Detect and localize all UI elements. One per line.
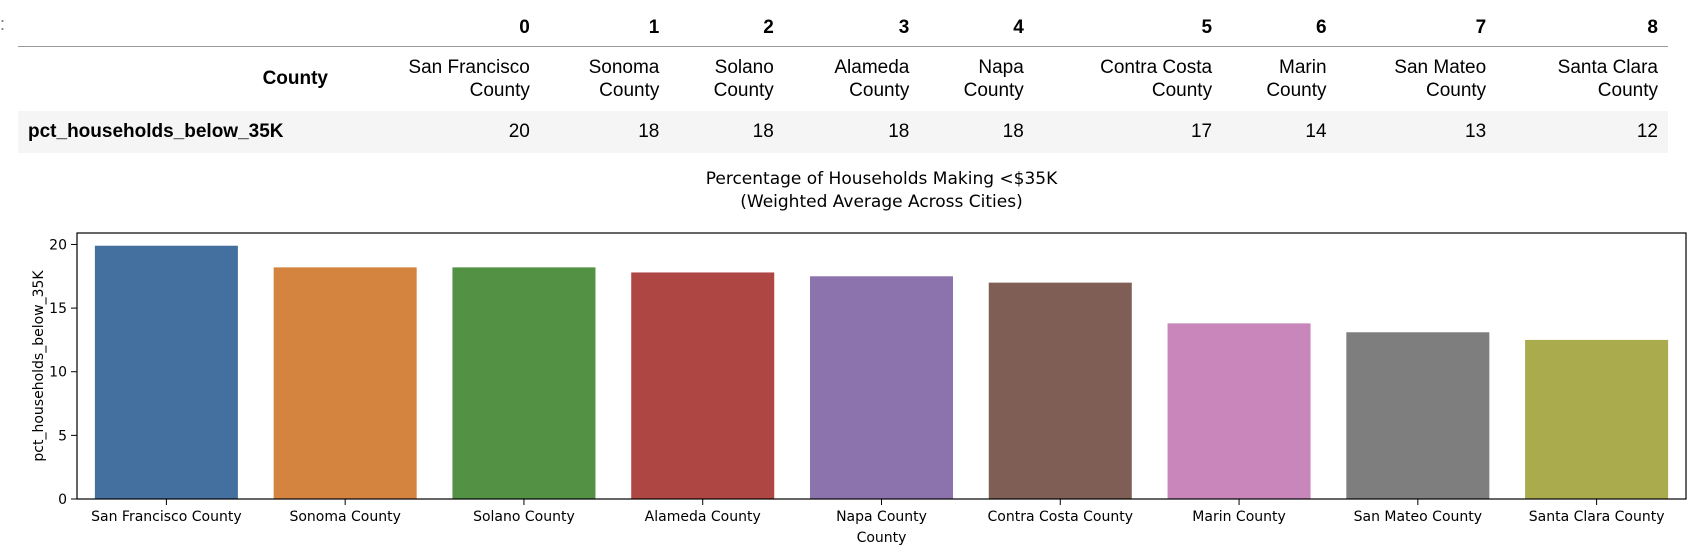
value-cell: 18 (888, 121, 910, 142)
bar-chart: 0 5 10 15 20 San Francisco County Sonoma Count… (31, 170, 1687, 546)
value-cell: 20 (508, 121, 530, 142)
county-cell: Alameda County (834, 57, 910, 101)
corner-header (18, 10, 338, 47)
x-tick-label: Napa County (836, 509, 927, 525)
county-cell: Contra Costa County (1100, 57, 1213, 101)
value-row: pct_households_below_35K 20 18 18 18 18 … (18, 111, 1668, 153)
bar (273, 267, 417, 499)
column-index-header: 6 (1222, 10, 1337, 47)
chart-title: Percentage of Households Making <$35K (706, 170, 1058, 189)
bar (94, 245, 238, 499)
row-label-county: County (262, 68, 328, 89)
column-header-row: 0 1 2 3 4 5 6 7 8 (18, 10, 1668, 47)
county-cell: Napa County (963, 57, 1024, 101)
value-cell: 18 (638, 121, 660, 142)
dataframe-table: 0 1 2 3 4 5 6 7 8 County San Francisco Co… (18, 10, 1668, 153)
column-index-header: 1 (539, 10, 670, 47)
county-cell: San Francisco County (408, 57, 530, 101)
county-cell: Sonoma County (588, 57, 660, 101)
x-tick-label: Santa Clara County (1529, 509, 1665, 525)
value-cell: 18 (1002, 121, 1024, 142)
bar (1525, 339, 1669, 499)
column-index-header: 7 (1336, 10, 1497, 47)
x-axis-label: County (857, 530, 907, 546)
county-row: County San Francisco County Sonoma County … (18, 47, 1668, 112)
chart-title: (Weighted Average Across Cities) (740, 192, 1022, 212)
bar (809, 276, 954, 499)
x-tick-label: Marin County (1192, 509, 1286, 525)
column-index-header: 0 (338, 10, 540, 47)
county-cell: San Mateo County (1394, 57, 1487, 101)
bar (1346, 332, 1490, 499)
column-index-header: 2 (669, 10, 784, 47)
x-tick-label: San Mateo County (1354, 509, 1482, 525)
y-axis-label: pct_households_below_35K (31, 270, 47, 462)
y-tick-label: 20 (49, 237, 67, 253)
bar (988, 282, 1132, 499)
y-tick-label: 15 (49, 301, 67, 317)
value-cell: 17 (1190, 121, 1213, 142)
x-tick-label: Sonoma County (289, 509, 400, 525)
y-tick-label: 0 (58, 492, 67, 508)
bar (452, 267, 596, 499)
county-cell: Marin County (1266, 57, 1327, 101)
y-tick-label: 10 (49, 365, 67, 381)
x-tick-label: Alameda County (645, 509, 761, 525)
bar (1167, 323, 1311, 499)
value-cell: 13 (1465, 121, 1487, 142)
column-index-header: 8 (1496, 10, 1668, 47)
column-index-header: 5 (1033, 10, 1223, 47)
value-cell: 18 (752, 121, 774, 142)
county-cell: Santa Clara County (1557, 57, 1658, 101)
cell-prompt-marker: : (0, 14, 6, 34)
value-cell: 12 (1636, 121, 1658, 142)
county-cell: Solano County (713, 57, 774, 101)
x-tick-label: San Francisco County (91, 509, 242, 525)
x-tick-label: Solano County (473, 509, 575, 525)
value-cell: 14 (1305, 121, 1327, 142)
row-label-value: pct_households_below_35K (28, 121, 284, 142)
x-tick-label: Contra Costa County (988, 509, 1134, 525)
bar (631, 272, 775, 499)
column-index-header: 3 (783, 10, 920, 47)
column-index-header: 4 (919, 10, 1034, 47)
y-tick-label: 5 (58, 428, 67, 444)
